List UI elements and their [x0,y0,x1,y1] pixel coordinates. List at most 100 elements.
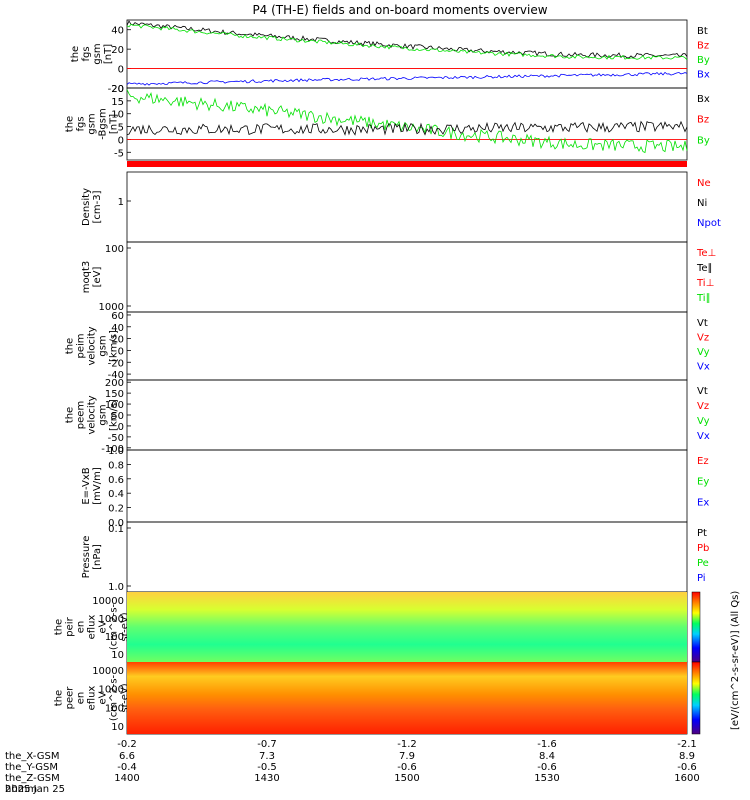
ylabel-peem-velocity: peem [76,401,87,429]
xaxis-row-value: 1600 [674,773,699,784]
xaxis-row-value: -0.6 [537,762,557,773]
panel-frame-temperature [126,241,688,313]
ylabel-density: [cm-3] [92,190,103,223]
legend-Vt: Vt [697,318,708,329]
xaxis-row-value: 1400 [114,773,139,784]
xaxis-row-value: 1530 [534,773,559,784]
panel-frame-peem-velocity [126,379,688,451]
ytick-label: 0.2 [108,504,124,515]
ytick-label: 1000 [99,614,124,625]
ytick-label: 0 [118,422,124,433]
ytick-label: 20 [111,335,124,346]
legend-Bt: Bt [697,26,708,37]
ytick-label: 0 [118,135,124,146]
ylabel-peir-spec: the [54,619,65,635]
xtick-label: -0.7 [257,739,277,750]
ytick-label: -5 [114,148,124,159]
legend-Ex: Ex [697,497,709,508]
ylabel-fgs: the [70,46,81,62]
ytick-label: 1.0 [108,582,124,593]
ytick-label: 150 [105,389,124,400]
legend-Vy: Vy [697,416,710,427]
series-Bx [126,71,688,86]
ytick-label: 100 [105,244,124,255]
peir-spectrogram [127,592,687,662]
series-Bt [126,20,688,59]
xaxis-row-value: 6.6 [119,751,135,762]
ylabel-peim-velocity: [km/s] [109,330,120,362]
ylabel-peir-spec: sr-eV) [120,612,131,641]
ylabel-density: Density [81,188,92,226]
ytick-label: 50 [111,411,124,422]
legend-By: By [697,55,710,66]
legend-Ez: Ez [697,456,709,467]
ytick-label: 0 [118,346,124,357]
ytick-label: 0.0 [108,518,124,529]
ylabel-peim-velocity: gsm [98,335,109,356]
series-By [126,89,688,154]
red-separator-bar [127,161,687,167]
ytick-label: 200 [105,378,124,389]
ytick-label: 100 [105,400,124,411]
peer-spectrogram [127,662,687,734]
ylabel-efield: [mV/m] [92,467,103,505]
ytick-label: 100 [105,703,124,714]
panel-frame-peim-velocity [126,311,688,381]
ytick-label: 20 [111,45,124,56]
xtick-label: -2.1 [677,739,697,750]
ylabel-fgs: fgs [81,46,92,61]
ylabel-peim-velocity: peim [76,333,87,358]
panel-frame-fgs-dsl [126,87,688,161]
legend-Vx: Vx [697,362,710,373]
ylabel-peem-velocity: gsm [98,404,109,425]
ytick-label: 5 [118,123,124,134]
panel-frame-efield [126,449,688,523]
x-axis: -0.2 -0.7 -1.2 -1.6 -2.1 the_X-GSM 6.6 7.3 7.9 8.… [5,739,700,795]
xaxis-row-value: 1430 [254,773,279,784]
legend-Vy: Vy [697,347,710,358]
legend-Vz: Vz [697,401,709,412]
ylabel-peer-spec: en [76,692,87,705]
ylabel-peer-spec: sr-eV) [120,683,131,712]
ytick-label: 10000 [92,596,124,607]
peer-colorbar [691,661,701,735]
xtick-label: -0.2 [117,739,137,750]
xaxis-date: 2025 Jan 25 [5,784,65,795]
ylabel-peir-spec: en [76,621,87,634]
ytick-label: 1000 [99,302,124,313]
ylabel-peer-spec: the [54,690,65,706]
ytick-label: 60 [111,311,124,322]
xaxis-row-value: 7.9 [399,751,415,762]
legend-Npot: Npot [697,218,721,229]
ytick-label: 1.0 [108,446,124,457]
ytick-label: 100 [105,632,124,643]
xaxis-row-value: -0.6 [397,762,417,773]
ylabel-peem-velocity: velocity [87,395,98,434]
xtick-label: -1.2 [397,739,417,750]
legend-Pe: Pe [697,558,709,569]
peir-colorbar [691,591,701,663]
ylabel-efield: E=-VxB [81,467,92,504]
xaxis-row-value: -0.4 [117,762,137,773]
ytick-label: 15 [111,97,124,108]
xaxis-row-label: the_Z-GSM [5,773,60,784]
xaxis-row-value: -0.6 [677,762,697,773]
ylabel-pressure: Pressure [81,536,92,579]
xaxis-row-value: 8.9 [679,751,695,762]
legend-Vt: Vt [697,386,708,397]
legend-Vz: Vz [697,333,709,344]
series-By [126,23,688,61]
ylabel-peim-velocity: the [65,338,76,354]
xaxis-row-label: the_X-GSM [5,751,59,762]
ylabel-peir-spec: (cm^2-s- [109,603,120,650]
ylabel-fgs: gsm [92,43,103,64]
ytick-label: 0.8 [108,460,124,471]
ylabel-temperature: [eV] [92,267,103,288]
ylabel-fgs: [nT] [103,44,114,64]
legend-Bx: Bx [697,94,710,105]
ylabel-peer-spec: peer [65,686,76,710]
ytick-label: 0.6 [108,475,124,486]
ytick-label: -20 [108,358,124,369]
ylabel-peir-spec: eV [98,620,109,633]
legend-Ti⊥: Ti⊥ [696,278,714,289]
